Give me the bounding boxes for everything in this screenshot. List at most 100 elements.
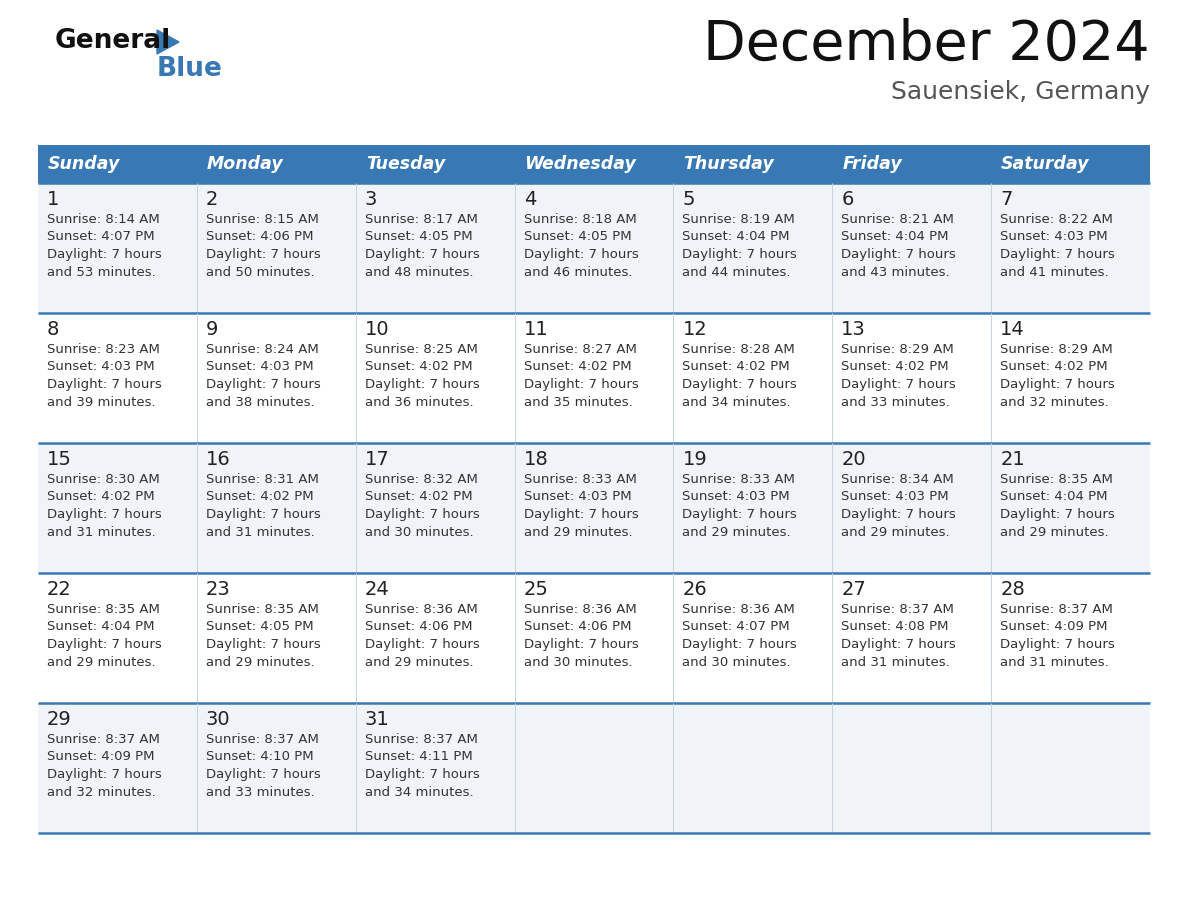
Text: Sunrise: 8:19 AM: Sunrise: 8:19 AM [682, 213, 795, 226]
Text: Sunset: 4:02 PM: Sunset: 4:02 PM [365, 490, 473, 503]
Text: Daylight: 7 hours: Daylight: 7 hours [365, 378, 480, 391]
Text: 29: 29 [48, 710, 71, 729]
Text: Sunrise: 8:15 AM: Sunrise: 8:15 AM [206, 213, 318, 226]
Text: Daylight: 7 hours: Daylight: 7 hours [682, 248, 797, 261]
Text: 15: 15 [48, 450, 72, 469]
Text: Daylight: 7 hours: Daylight: 7 hours [524, 508, 638, 521]
Text: Daylight: 7 hours: Daylight: 7 hours [1000, 508, 1114, 521]
Text: 13: 13 [841, 320, 866, 339]
Text: Sunrise: 8:35 AM: Sunrise: 8:35 AM [206, 603, 318, 616]
Text: Daylight: 7 hours: Daylight: 7 hours [206, 768, 321, 781]
Bar [197, 145, 355, 183]
Text: 20: 20 [841, 450, 866, 469]
Text: Sunrise: 8:37 AM: Sunrise: 8:37 AM [841, 603, 954, 616]
Text: Sunset: 4:09 PM: Sunset: 4:09 PM [1000, 621, 1107, 633]
Text: 1: 1 [48, 190, 59, 209]
Text: Sunset: 4:07 PM: Sunset: 4:07 PM [48, 230, 154, 243]
Text: Daylight: 7 hours: Daylight: 7 hours [841, 638, 956, 651]
Text: Daylight: 7 hours: Daylight: 7 hours [682, 378, 797, 391]
Text: Daylight: 7 hours: Daylight: 7 hours [682, 638, 797, 651]
Text: Sunset: 4:06 PM: Sunset: 4:06 PM [365, 621, 472, 633]
Text: Sunrise: 8:23 AM: Sunrise: 8:23 AM [48, 343, 160, 356]
Text: and 53 minutes.: and 53 minutes. [48, 265, 156, 278]
Text: Daylight: 7 hours: Daylight: 7 hours [365, 638, 480, 651]
Text: and 41 minutes.: and 41 minutes. [1000, 265, 1108, 278]
Text: Daylight: 7 hours: Daylight: 7 hours [48, 508, 162, 521]
Text: and 36 minutes.: and 36 minutes. [365, 396, 473, 409]
Text: and 46 minutes.: and 46 minutes. [524, 265, 632, 278]
Text: Sunrise: 8:27 AM: Sunrise: 8:27 AM [524, 343, 637, 356]
Text: Sunrise: 8:24 AM: Sunrise: 8:24 AM [206, 343, 318, 356]
Text: Sunset: 4:09 PM: Sunset: 4:09 PM [48, 751, 154, 764]
Text: 4: 4 [524, 190, 536, 209]
Text: and 30 minutes.: and 30 minutes. [365, 525, 473, 539]
Text: Sunset: 4:08 PM: Sunset: 4:08 PM [841, 621, 949, 633]
Text: 11: 11 [524, 320, 549, 339]
Bar [38, 145, 197, 183]
Text: 8: 8 [48, 320, 59, 339]
Text: 6: 6 [841, 190, 854, 209]
Text: Sunset: 4:02 PM: Sunset: 4:02 PM [524, 361, 631, 374]
Text: 22: 22 [48, 580, 71, 599]
Text: Sunrise: 8:36 AM: Sunrise: 8:36 AM [365, 603, 478, 616]
Bar [674, 145, 833, 183]
Text: Sunset: 4:03 PM: Sunset: 4:03 PM [1000, 230, 1107, 243]
Text: December 2024: December 2024 [703, 18, 1150, 72]
Text: 28: 28 [1000, 580, 1025, 599]
Text: Daylight: 7 hours: Daylight: 7 hours [1000, 248, 1114, 261]
Text: 30: 30 [206, 710, 230, 729]
Text: and 31 minutes.: and 31 minutes. [1000, 655, 1108, 668]
Text: Sunset: 4:03 PM: Sunset: 4:03 PM [206, 361, 314, 374]
Text: 7: 7 [1000, 190, 1012, 209]
Text: and 34 minutes.: and 34 minutes. [682, 396, 791, 409]
Text: Daylight: 7 hours: Daylight: 7 hours [524, 378, 638, 391]
Text: 31: 31 [365, 710, 390, 729]
Text: Sunset: 4:06 PM: Sunset: 4:06 PM [206, 230, 314, 243]
Text: 19: 19 [682, 450, 707, 469]
Text: 26: 26 [682, 580, 707, 599]
Text: 23: 23 [206, 580, 230, 599]
Text: and 48 minutes.: and 48 minutes. [365, 265, 473, 278]
Text: Daylight: 7 hours: Daylight: 7 hours [841, 508, 956, 521]
Text: Sunrise: 8:34 AM: Sunrise: 8:34 AM [841, 473, 954, 486]
Text: Daylight: 7 hours: Daylight: 7 hours [206, 638, 321, 651]
Text: Sunrise: 8:22 AM: Sunrise: 8:22 AM [1000, 213, 1113, 226]
Text: Daylight: 7 hours: Daylight: 7 hours [841, 248, 956, 261]
Text: Sunrise: 8:36 AM: Sunrise: 8:36 AM [524, 603, 637, 616]
Text: Sunset: 4:04 PM: Sunset: 4:04 PM [841, 230, 949, 243]
Text: Sunrise: 8:29 AM: Sunrise: 8:29 AM [841, 343, 954, 356]
Text: 5: 5 [682, 190, 695, 209]
Text: Sunset: 4:04 PM: Sunset: 4:04 PM [48, 621, 154, 633]
Bar [38, 573, 1150, 703]
Text: General: General [55, 28, 171, 54]
Text: Monday: Monday [207, 155, 284, 173]
Text: 9: 9 [206, 320, 219, 339]
Text: Sunset: 4:03 PM: Sunset: 4:03 PM [682, 490, 790, 503]
Text: 2: 2 [206, 190, 219, 209]
Text: Saturday: Saturday [1001, 155, 1089, 173]
Text: Sunset: 4:03 PM: Sunset: 4:03 PM [524, 490, 631, 503]
Text: Thursday: Thursday [683, 155, 775, 173]
Text: and 34 minutes.: and 34 minutes. [365, 786, 473, 799]
Text: and 29 minutes.: and 29 minutes. [365, 655, 473, 668]
Text: and 50 minutes.: and 50 minutes. [206, 265, 315, 278]
Text: and 29 minutes.: and 29 minutes. [1000, 525, 1108, 539]
Text: and 31 minutes.: and 31 minutes. [206, 525, 315, 539]
Text: Sauensiek, Germany: Sauensiek, Germany [891, 80, 1150, 104]
Text: Sunrise: 8:25 AM: Sunrise: 8:25 AM [365, 343, 478, 356]
Text: Sunset: 4:11 PM: Sunset: 4:11 PM [365, 751, 473, 764]
Text: Sunset: 4:04 PM: Sunset: 4:04 PM [682, 230, 790, 243]
Text: and 32 minutes.: and 32 minutes. [1000, 396, 1108, 409]
Text: and 31 minutes.: and 31 minutes. [48, 525, 156, 539]
Text: Sunrise: 8:33 AM: Sunrise: 8:33 AM [682, 473, 795, 486]
Text: Sunset: 4:05 PM: Sunset: 4:05 PM [206, 621, 314, 633]
Text: Daylight: 7 hours: Daylight: 7 hours [48, 768, 162, 781]
Text: Sunrise: 8:14 AM: Sunrise: 8:14 AM [48, 213, 159, 226]
Text: 24: 24 [365, 580, 390, 599]
Text: 27: 27 [841, 580, 866, 599]
Text: and 29 minutes.: and 29 minutes. [206, 655, 315, 668]
Text: and 30 minutes.: and 30 minutes. [682, 655, 791, 668]
Text: Daylight: 7 hours: Daylight: 7 hours [524, 248, 638, 261]
Bar [355, 145, 514, 183]
Text: Sunset: 4:10 PM: Sunset: 4:10 PM [206, 751, 314, 764]
